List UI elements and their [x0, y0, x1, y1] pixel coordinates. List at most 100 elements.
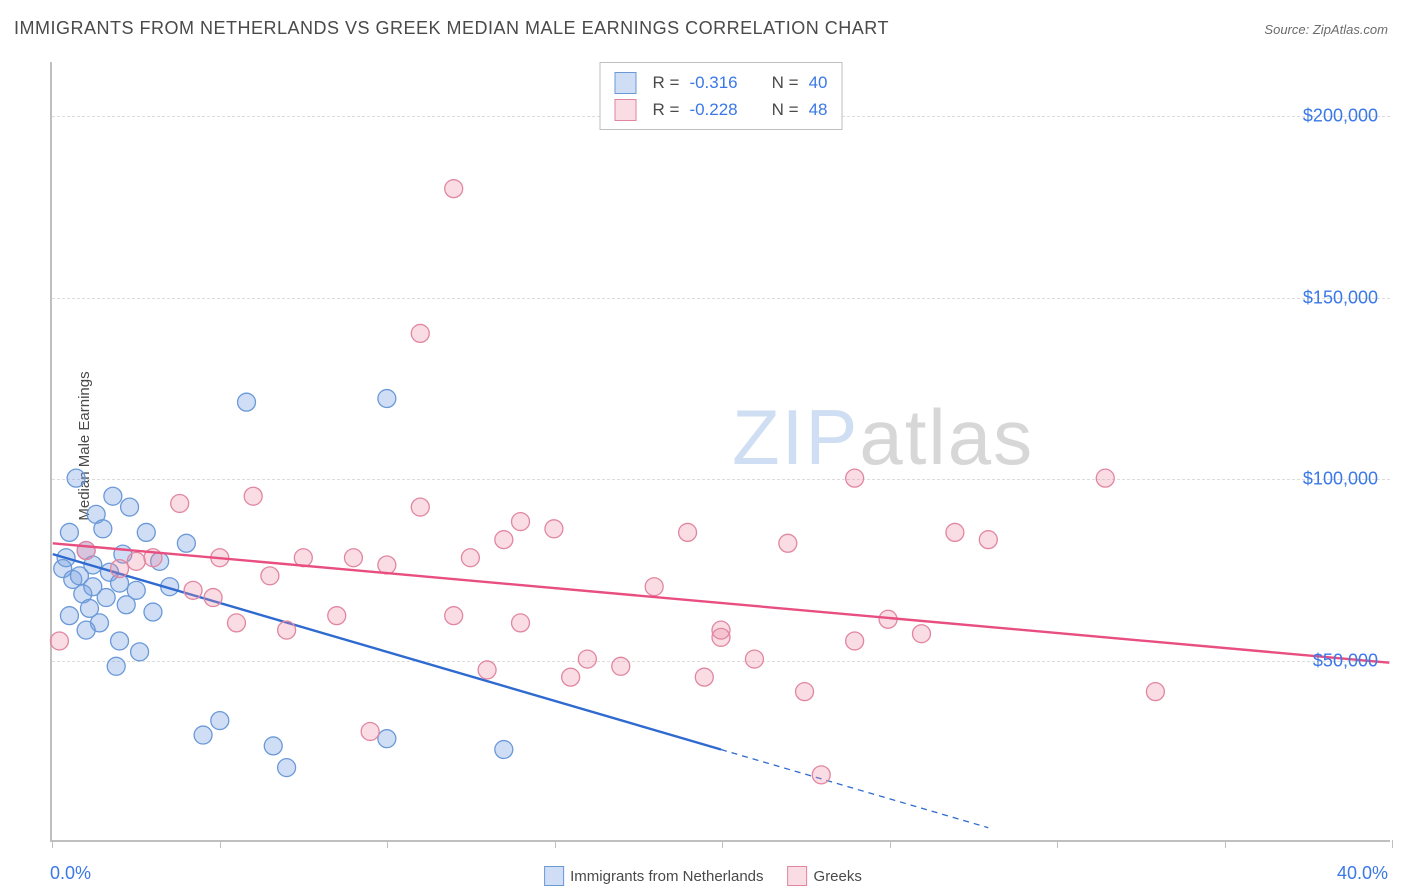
- x-axis-min-label: 0.0%: [50, 863, 91, 884]
- scatter-point-netherlands: [137, 523, 155, 541]
- source-attribution: Source: ZipAtlas.com: [1264, 22, 1388, 37]
- x-tick: [890, 840, 891, 848]
- r-value-netherlands: -0.316: [689, 69, 737, 96]
- scatter-point-netherlands: [177, 534, 195, 552]
- chart-title: IMMIGRANTS FROM NETHERLANDS VS GREEK MED…: [14, 18, 889, 39]
- trend-line-netherlands: [53, 554, 721, 749]
- legend-item-netherlands: Immigrants from Netherlands: [544, 866, 763, 886]
- scatter-point-greeks: [695, 668, 713, 686]
- scatter-point-greeks: [411, 498, 429, 516]
- source-label: Source:: [1264, 22, 1309, 37]
- scatter-point-greeks: [50, 632, 68, 650]
- scatter-point-netherlands: [127, 581, 145, 599]
- legend-label-netherlands: Immigrants from Netherlands: [570, 868, 763, 885]
- n-label: N =: [772, 96, 799, 123]
- scatter-point-greeks: [512, 614, 530, 632]
- scatter-point-greeks: [1096, 469, 1114, 487]
- scatter-point-netherlands: [194, 726, 212, 744]
- scatter-point-greeks: [679, 523, 697, 541]
- scatter-point-netherlands: [94, 520, 112, 538]
- legend-item-greeks: Greeks: [788, 866, 862, 886]
- scatter-point-greeks: [846, 632, 864, 650]
- legend-label-greeks: Greeks: [814, 868, 862, 885]
- y-tick-label: $50,000: [1313, 650, 1378, 671]
- scatter-point-netherlands: [97, 589, 115, 607]
- scatter-point-greeks: [946, 523, 964, 541]
- scatter-point-greeks: [278, 621, 296, 639]
- scatter-point-greeks: [913, 625, 931, 643]
- swatch-netherlands: [615, 72, 637, 94]
- scatter-point-greeks: [745, 650, 763, 668]
- n-value-greeks: 48: [809, 96, 828, 123]
- swatch-greeks: [615, 99, 637, 121]
- x-tick: [1225, 840, 1226, 848]
- scatter-point-greeks: [1146, 683, 1164, 701]
- scatter-point-greeks: [361, 722, 379, 740]
- y-tick-label: $100,000: [1303, 469, 1378, 490]
- scatter-point-greeks: [184, 581, 202, 599]
- y-tick-label: $200,000: [1303, 106, 1378, 127]
- r-label: R =: [653, 96, 680, 123]
- scatter-point-greeks: [812, 766, 830, 784]
- x-tick: [387, 840, 388, 848]
- scatter-point-netherlands: [131, 643, 149, 661]
- scatter-point-netherlands: [107, 657, 125, 675]
- scatter-point-netherlands: [104, 487, 122, 505]
- scatter-point-greeks: [712, 621, 730, 639]
- x-tick: [220, 840, 221, 848]
- scatter-point-netherlands: [67, 469, 85, 487]
- trend-line-extrapolated-netherlands: [721, 750, 988, 828]
- n-value-netherlands: 40: [809, 69, 828, 96]
- scatter-point-netherlands: [278, 759, 296, 777]
- scatter-point-greeks: [495, 531, 513, 549]
- scatter-point-greeks: [244, 487, 262, 505]
- x-tick: [52, 840, 53, 848]
- legend-swatch-netherlands: [544, 866, 564, 886]
- scatter-point-netherlands: [264, 737, 282, 755]
- stat-row-netherlands: R = -0.316 N = 40: [615, 69, 828, 96]
- scatter-point-greeks: [796, 683, 814, 701]
- scatter-point-greeks: [228, 614, 246, 632]
- x-tick: [1392, 840, 1393, 848]
- scatter-point-greeks: [204, 589, 222, 607]
- legend-swatch-greeks: [788, 866, 808, 886]
- scatter-point-greeks: [512, 513, 530, 531]
- scatter-point-greeks: [445, 607, 463, 625]
- scatter-point-greeks: [111, 560, 129, 578]
- x-tick: [722, 840, 723, 848]
- scatter-point-greeks: [378, 556, 396, 574]
- scatter-point-netherlands: [121, 498, 139, 516]
- scatter-point-greeks: [328, 607, 346, 625]
- stat-row-greeks: R = -0.228 N = 48: [615, 96, 828, 123]
- scatter-point-netherlands: [378, 390, 396, 408]
- scatter-point-greeks: [578, 650, 596, 668]
- scatter-point-greeks: [127, 552, 145, 570]
- scatter-point-greeks: [461, 549, 479, 567]
- scatter-point-greeks: [979, 531, 997, 549]
- scatter-point-netherlands: [77, 621, 95, 639]
- source-name: ZipAtlas.com: [1313, 22, 1388, 37]
- scatter-point-greeks: [545, 520, 563, 538]
- scatter-point-greeks: [562, 668, 580, 686]
- scatter-point-greeks: [261, 567, 279, 585]
- y-tick-label: $150,000: [1303, 287, 1378, 308]
- plot-area: ZIPatlas R =-0.316N =40R =-0.228N =48 $5…: [50, 62, 1390, 842]
- scatter-point-greeks: [445, 180, 463, 198]
- scatter-point-netherlands: [111, 632, 129, 650]
- legend-bottom: Immigrants from Netherlands Greeks: [544, 866, 862, 886]
- x-tick: [1057, 840, 1058, 848]
- r-label: R =: [653, 69, 680, 96]
- scatter-point-greeks: [779, 534, 797, 552]
- r-value-greeks: -0.228: [689, 96, 737, 123]
- x-tick: [555, 840, 556, 848]
- scatter-point-greeks: [846, 469, 864, 487]
- scatter-point-netherlands: [238, 393, 256, 411]
- scatter-point-greeks: [645, 578, 663, 596]
- scatter-point-netherlands: [211, 712, 229, 730]
- scatter-point-greeks: [344, 549, 362, 567]
- scatter-point-greeks: [77, 542, 95, 560]
- scatter-point-greeks: [411, 324, 429, 342]
- scatter-point-netherlands: [60, 607, 78, 625]
- chart-svg: [52, 62, 1390, 840]
- n-label: N =: [772, 69, 799, 96]
